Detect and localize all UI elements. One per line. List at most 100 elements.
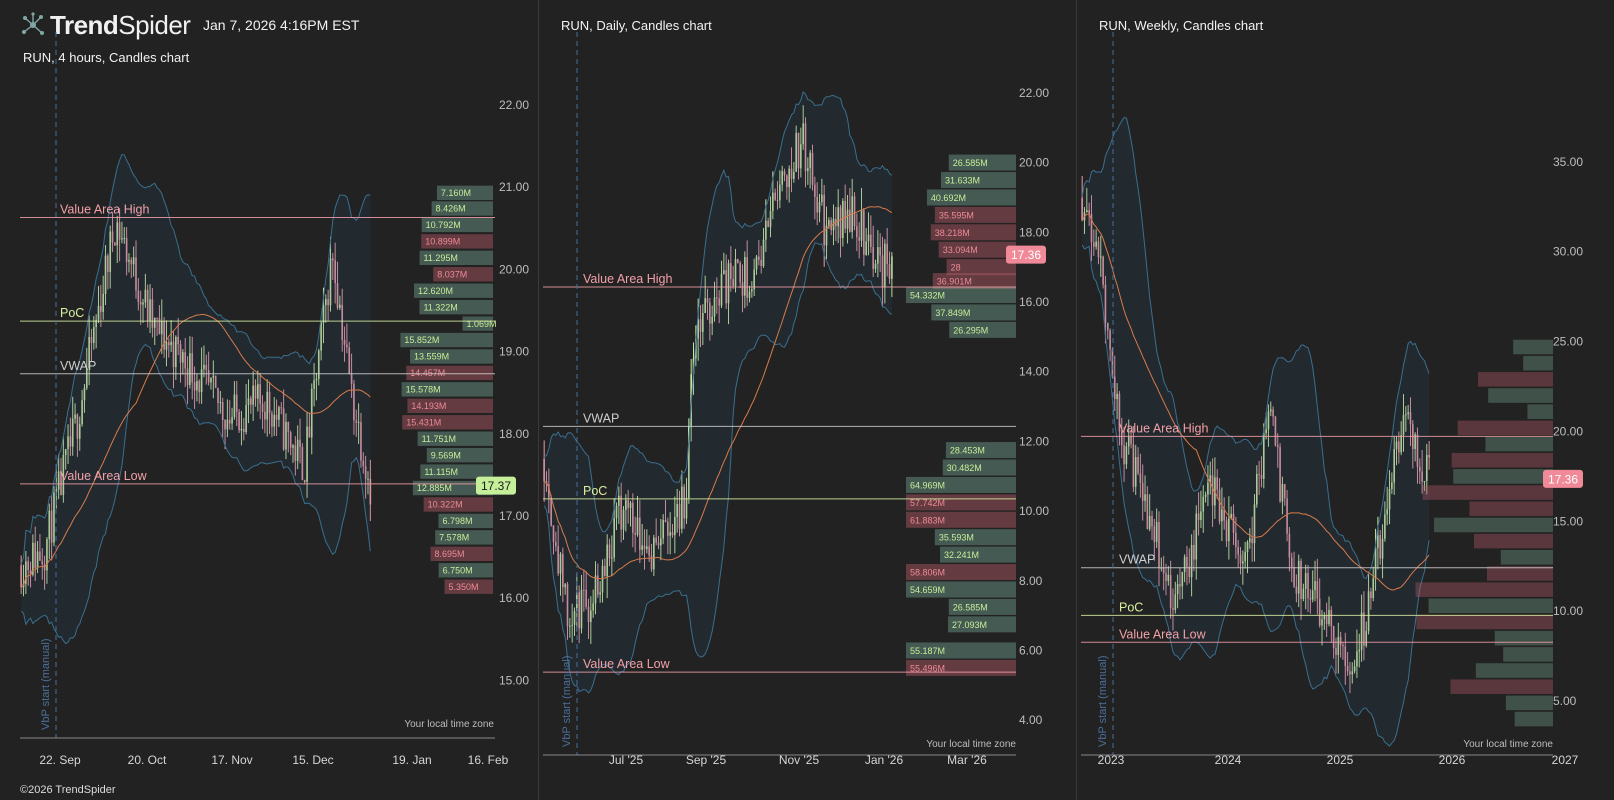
level-label-vwap: VWAP xyxy=(60,359,96,373)
candle-body xyxy=(299,439,301,447)
candle-body xyxy=(1358,649,1361,652)
volume-profile-bar xyxy=(1488,388,1553,403)
candle-body xyxy=(189,353,191,385)
candle-body xyxy=(1288,533,1291,558)
candle-body xyxy=(1398,441,1400,453)
candle-body xyxy=(1386,509,1389,515)
candle-body xyxy=(29,570,32,575)
candle-body xyxy=(809,152,811,169)
candle-body xyxy=(720,273,723,306)
candle-body xyxy=(1391,482,1393,489)
candle-body xyxy=(1302,588,1305,599)
volume-profile-label: 36.901M xyxy=(937,277,972,287)
volume-profile-bar xyxy=(444,579,493,594)
volume-profile-bar xyxy=(948,154,1016,171)
candle-body xyxy=(1295,586,1298,594)
candle-body xyxy=(200,369,203,393)
candle-body xyxy=(1221,509,1223,522)
candle-body xyxy=(1276,445,1279,448)
volume-profile-label: 8.695M xyxy=(434,549,464,559)
volume-profile-bar xyxy=(1513,339,1553,355)
candle-body xyxy=(285,421,287,450)
candle-body xyxy=(716,297,718,299)
candle-body xyxy=(1353,666,1356,672)
chart-panel-weekly[interactable]: RUN, Weekly, Candles chart Value Area Hi… xyxy=(1077,0,1614,800)
volume-profile-bar xyxy=(926,189,1016,206)
candle-body xyxy=(1127,436,1130,447)
level-label-vwap: VWAP xyxy=(1119,553,1155,567)
volume-profile-label: 35.595M xyxy=(939,210,974,220)
brand[interactable]: TrendSpider xyxy=(20,10,191,40)
candle-body xyxy=(92,327,95,343)
candle-body xyxy=(1099,256,1102,258)
candle-body xyxy=(254,385,257,399)
volume-profile-label: 61.883M xyxy=(910,515,945,525)
candle-body xyxy=(888,263,891,279)
candle-body xyxy=(1118,393,1121,432)
bollinger-band-fill xyxy=(1082,117,1430,746)
candle-body xyxy=(1088,210,1090,214)
candle-body xyxy=(296,439,299,461)
candle-body xyxy=(578,592,580,629)
candle-body xyxy=(620,495,622,530)
copyright: ©2026 TrendSpider xyxy=(20,784,116,796)
candle-body xyxy=(1153,526,1156,542)
candle-body xyxy=(336,283,339,308)
x-axis-tick-label: 19. Jan xyxy=(392,753,431,767)
volume-profile-bar xyxy=(1416,614,1553,630)
candle-body xyxy=(245,404,247,433)
y-axis-tick-label: 20.00 xyxy=(1553,424,1583,438)
volume-profile-bar xyxy=(930,224,1016,241)
candle-body xyxy=(1323,615,1326,620)
candle-body xyxy=(100,306,102,312)
candle-body xyxy=(1109,330,1111,350)
chart-panel-4h[interactable]: RUN, 4 hours, Candles chart 7.160M 8.426M… xyxy=(0,0,538,800)
candle-body xyxy=(1267,411,1270,430)
candle-body xyxy=(235,394,238,412)
volume-profile-label: 11.115M xyxy=(424,467,458,477)
chart-panel-daily[interactable]: RUN, Daily, Candles chart 26.585M 31.633M… xyxy=(539,0,1076,800)
candle-body xyxy=(1200,511,1202,521)
candle-body xyxy=(50,510,53,543)
y-axis-tick-label: 10.00 xyxy=(1553,604,1583,618)
volume-profile-bar xyxy=(1450,679,1553,694)
candle-body xyxy=(156,317,158,319)
candle-body xyxy=(170,341,172,346)
y-axis-tick-label: 8.00 xyxy=(1019,574,1043,588)
candle-body xyxy=(74,414,76,419)
candle-body xyxy=(625,500,627,510)
candle-body xyxy=(334,260,336,284)
candle-body xyxy=(217,387,219,403)
volume-profile-label: 7.160M xyxy=(441,188,471,198)
candle-body xyxy=(27,561,30,571)
volume-profile-bar xyxy=(906,476,1016,493)
volume-profile-bar xyxy=(419,250,493,266)
candle-body xyxy=(1407,412,1409,415)
chart-title: RUN, Daily, Candles chart xyxy=(561,18,712,33)
candle-body xyxy=(273,414,276,427)
candle-body xyxy=(678,504,681,529)
candle-body xyxy=(664,519,667,522)
volume-profile-label: 12.885M xyxy=(417,483,452,493)
x-axis-tick-label: 16. Feb xyxy=(468,753,509,767)
y-axis-tick-label: 15.00 xyxy=(499,673,529,687)
candle-body xyxy=(1246,541,1249,553)
candle-body xyxy=(118,222,121,240)
candle-body xyxy=(1314,581,1316,591)
candle-body xyxy=(1335,648,1337,655)
candle-body xyxy=(821,194,823,203)
candle-chart-weekly[interactable]: Value Area High VWAP PoC Value Area Low VbP … xyxy=(1077,0,1614,800)
bollinger-lower-line xyxy=(1081,244,1430,747)
panel-divider[interactable] xyxy=(538,0,539,800)
volume-profile-bar xyxy=(421,217,493,233)
x-axis-tick-label: Sep '25 xyxy=(686,753,727,767)
candle-body xyxy=(1207,482,1209,495)
candle-chart-daily[interactable]: 26.585M 31.633M 40.692M 35.595M 38.218M 33.09… xyxy=(539,0,1076,800)
candle-body xyxy=(867,234,870,242)
candle-chart-4h[interactable]: 7.160M 8.426M 10.792M 10.899M 11.295M 8.037M 1… xyxy=(0,0,538,800)
volume-profile-label: 37.849M xyxy=(935,308,970,318)
volume-profile-label: 35.593M xyxy=(939,533,974,543)
volume-profile-bar xyxy=(423,497,493,512)
panel-divider[interactable] xyxy=(1076,0,1077,800)
candle-body xyxy=(76,414,79,439)
